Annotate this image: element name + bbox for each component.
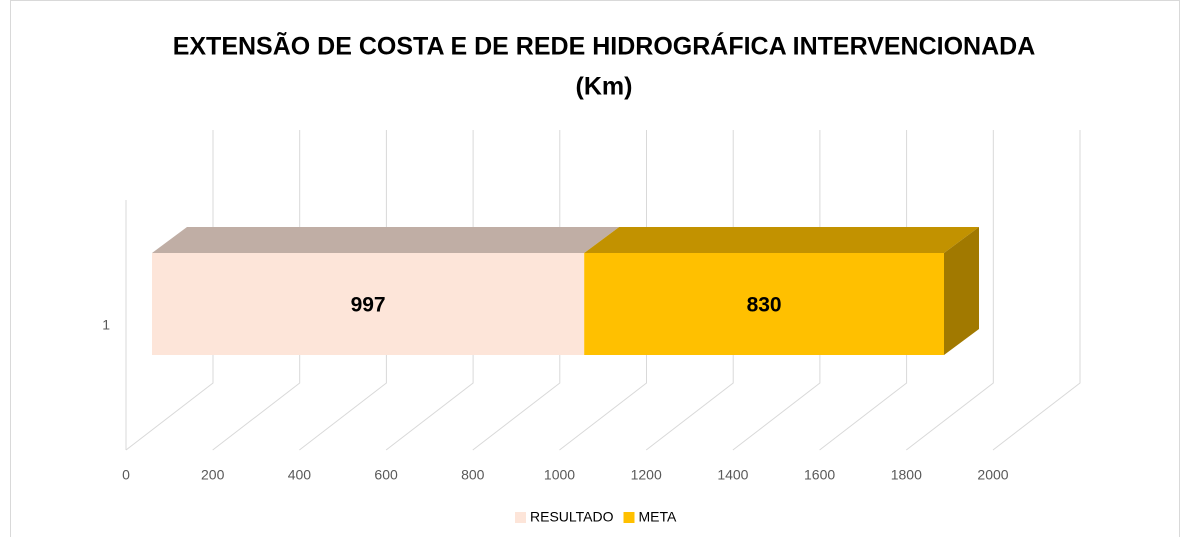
bar bbox=[152, 253, 585, 355]
x-tick-label: 1400 bbox=[717, 467, 748, 483]
bar bbox=[584, 253, 945, 355]
grid-line bbox=[385, 130, 474, 451]
grid-line bbox=[905, 130, 994, 451]
x-tick-label: 1800 bbox=[891, 467, 922, 483]
grid-line bbox=[559, 130, 647, 451]
data-label: 830 bbox=[747, 294, 782, 317]
data-label: 997 bbox=[351, 294, 386, 317]
x-tick-label: 600 bbox=[374, 467, 398, 483]
x-tick-label: 1200 bbox=[631, 467, 662, 483]
grid-line bbox=[472, 130, 561, 451]
legend-swatch bbox=[623, 512, 635, 523]
grid-line bbox=[819, 130, 908, 451]
legend-label: RESULTADO bbox=[530, 509, 614, 525]
grid-line bbox=[732, 130, 821, 451]
x-tick-label: 400 bbox=[288, 467, 312, 483]
grid-line bbox=[992, 130, 1081, 451]
legend-swatch bbox=[515, 512, 526, 523]
y-tick-label: 1 bbox=[102, 317, 110, 333]
grid-line bbox=[299, 130, 387, 451]
legend-label: META bbox=[639, 509, 678, 525]
x-tick-label: 2000 bbox=[977, 467, 1008, 483]
x-tick-label: 0 bbox=[122, 467, 130, 483]
grid-line bbox=[212, 130, 301, 451]
grid-line bbox=[125, 130, 214, 451]
bar-top bbox=[584, 227, 980, 253]
chart-title: EXTENSÃO DE COSTA E DE REDE HIDROGRÁFICA… bbox=[173, 31, 1036, 61]
x-tick-label: 800 bbox=[461, 467, 485, 483]
x-tick-label: 1000 bbox=[544, 467, 575, 483]
grid-line bbox=[645, 130, 734, 451]
x-tick-label: 1600 bbox=[804, 467, 835, 483]
x-tick-label: 200 bbox=[201, 467, 225, 483]
chart-title: (Km) bbox=[576, 73, 633, 101]
bar-side bbox=[944, 227, 980, 355]
bar-top bbox=[152, 227, 620, 253]
